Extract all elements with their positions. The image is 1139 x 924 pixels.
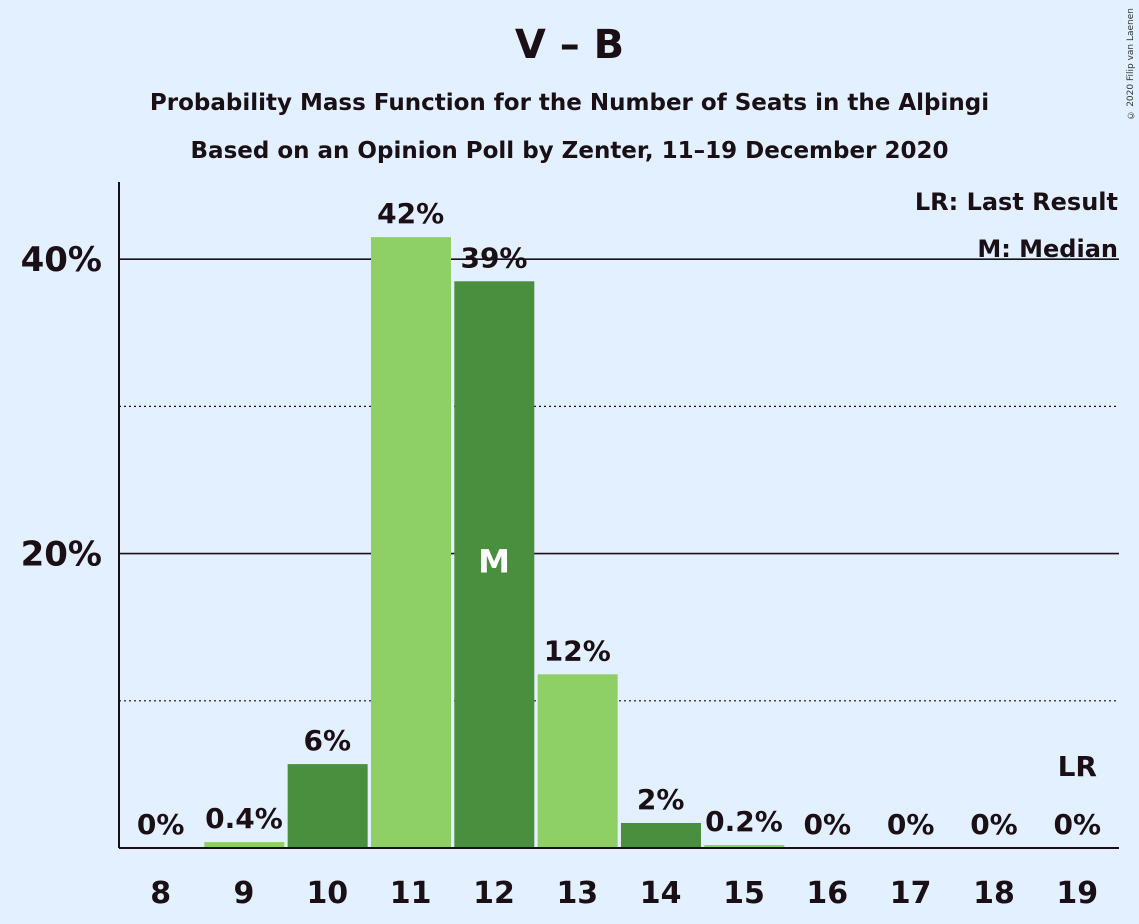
data-label-13: 12% <box>544 634 611 667</box>
x-tick-label: 11 <box>390 876 432 911</box>
y-tick-label: 20% <box>21 535 102 575</box>
x-tick-label: 12 <box>473 876 515 911</box>
legend-last-result: LR: Last Result <box>915 188 1118 216</box>
tick-labels: 20% 40% 8 9 10 11 12 13 14 15 16 17 18 19 <box>21 240 1099 911</box>
data-label-17: 0% <box>887 808 935 841</box>
data-labels: 0% 0.4% 6% 42% 39% M 12% 2% 0.2% 0% 0% 0% 0% LR <box>137 197 1101 841</box>
x-tick-label: 8 <box>150 876 171 911</box>
data-label-16: 0% <box>804 808 852 841</box>
bar-12 <box>454 281 535 848</box>
legend: LR: Last Result M: Median <box>915 188 1118 263</box>
bar-13 <box>537 674 618 848</box>
x-tick-label: 18 <box>973 876 1015 911</box>
x-tick-label: 19 <box>1056 876 1098 911</box>
chart-title: V – B <box>514 22 625 68</box>
x-tick-label: 15 <box>723 876 765 911</box>
x-tick-label: 14 <box>640 876 682 911</box>
bar-10 <box>287 764 368 848</box>
bar-11 <box>370 237 451 848</box>
x-tick-label: 10 <box>306 876 348 911</box>
gridlines <box>119 258 1119 702</box>
bar-9 <box>204 842 285 848</box>
bars <box>204 237 785 848</box>
x-tick-label: 16 <box>806 876 848 911</box>
bar-15 <box>704 845 785 848</box>
axes <box>118 182 1119 849</box>
chart-subtitle: Probability Mass Function for the Number… <box>149 90 990 116</box>
legend-median: M: Median <box>977 235 1118 263</box>
data-label-18: 0% <box>970 808 1018 841</box>
x-tick-label: 9 <box>234 876 255 911</box>
data-label-8: 0% <box>137 808 185 841</box>
data-label-19: 0% <box>1054 808 1102 841</box>
last-result-marker: LR <box>1058 750 1097 783</box>
x-tick-label: 13 <box>556 876 598 911</box>
data-label-9: 0.4% <box>205 802 283 835</box>
y-tick-label: 40% <box>21 240 102 280</box>
x-tick-label: 17 <box>890 876 932 911</box>
data-label-14: 2% <box>637 783 685 816</box>
data-label-12: 39% <box>460 241 527 274</box>
data-label-11: 42% <box>377 197 444 230</box>
median-marker: M <box>478 543 510 581</box>
chart-source-line: Based on an Opinion Poll by Zenter, 11–1… <box>190 138 949 164</box>
bar-14 <box>620 822 701 848</box>
data-label-15: 0.2% <box>705 805 783 838</box>
data-label-10: 6% <box>304 724 352 757</box>
